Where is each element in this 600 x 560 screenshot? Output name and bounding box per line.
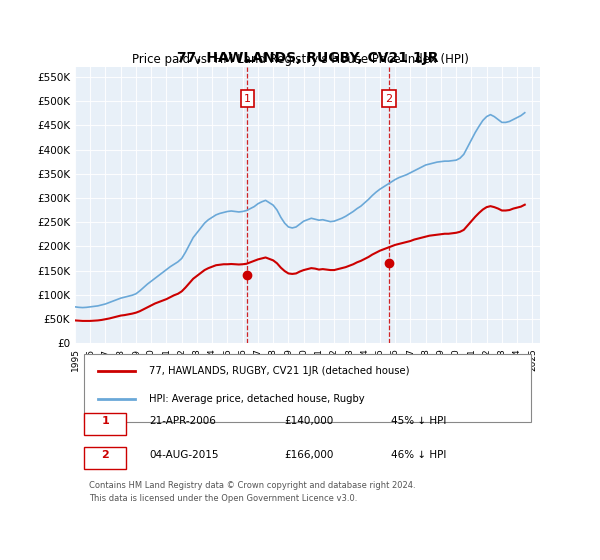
Text: 21-APR-2006: 21-APR-2006 xyxy=(149,416,216,426)
Text: £140,000: £140,000 xyxy=(284,416,334,426)
Text: 2: 2 xyxy=(385,94,392,104)
Text: HPI: Average price, detached house, Rugby: HPI: Average price, detached house, Rugb… xyxy=(149,394,365,404)
FancyBboxPatch shape xyxy=(84,354,531,422)
Title: 77, HAWLANDS, RUGBY, CV21 1JR: 77, HAWLANDS, RUGBY, CV21 1JR xyxy=(177,50,438,64)
Text: 1: 1 xyxy=(101,416,109,426)
FancyBboxPatch shape xyxy=(84,413,126,435)
Text: 77, HAWLANDS, RUGBY, CV21 1JR (detached house): 77, HAWLANDS, RUGBY, CV21 1JR (detached … xyxy=(149,366,410,376)
Text: £166,000: £166,000 xyxy=(284,450,334,460)
Text: 04-AUG-2015: 04-AUG-2015 xyxy=(149,450,219,460)
Text: 45% ↓ HPI: 45% ↓ HPI xyxy=(391,416,446,426)
FancyBboxPatch shape xyxy=(84,447,126,469)
Text: Price paid vs. HM Land Registry's House Price Index (HPI): Price paid vs. HM Land Registry's House … xyxy=(131,53,469,66)
Text: This data is licensed under the Open Government Licence v3.0.: This data is licensed under the Open Gov… xyxy=(89,494,358,503)
Text: Contains HM Land Registry data © Crown copyright and database right 2024.: Contains HM Land Registry data © Crown c… xyxy=(89,482,416,491)
Text: 1: 1 xyxy=(244,94,251,104)
Text: 46% ↓ HPI: 46% ↓ HPI xyxy=(391,450,446,460)
Text: 2: 2 xyxy=(101,450,109,460)
